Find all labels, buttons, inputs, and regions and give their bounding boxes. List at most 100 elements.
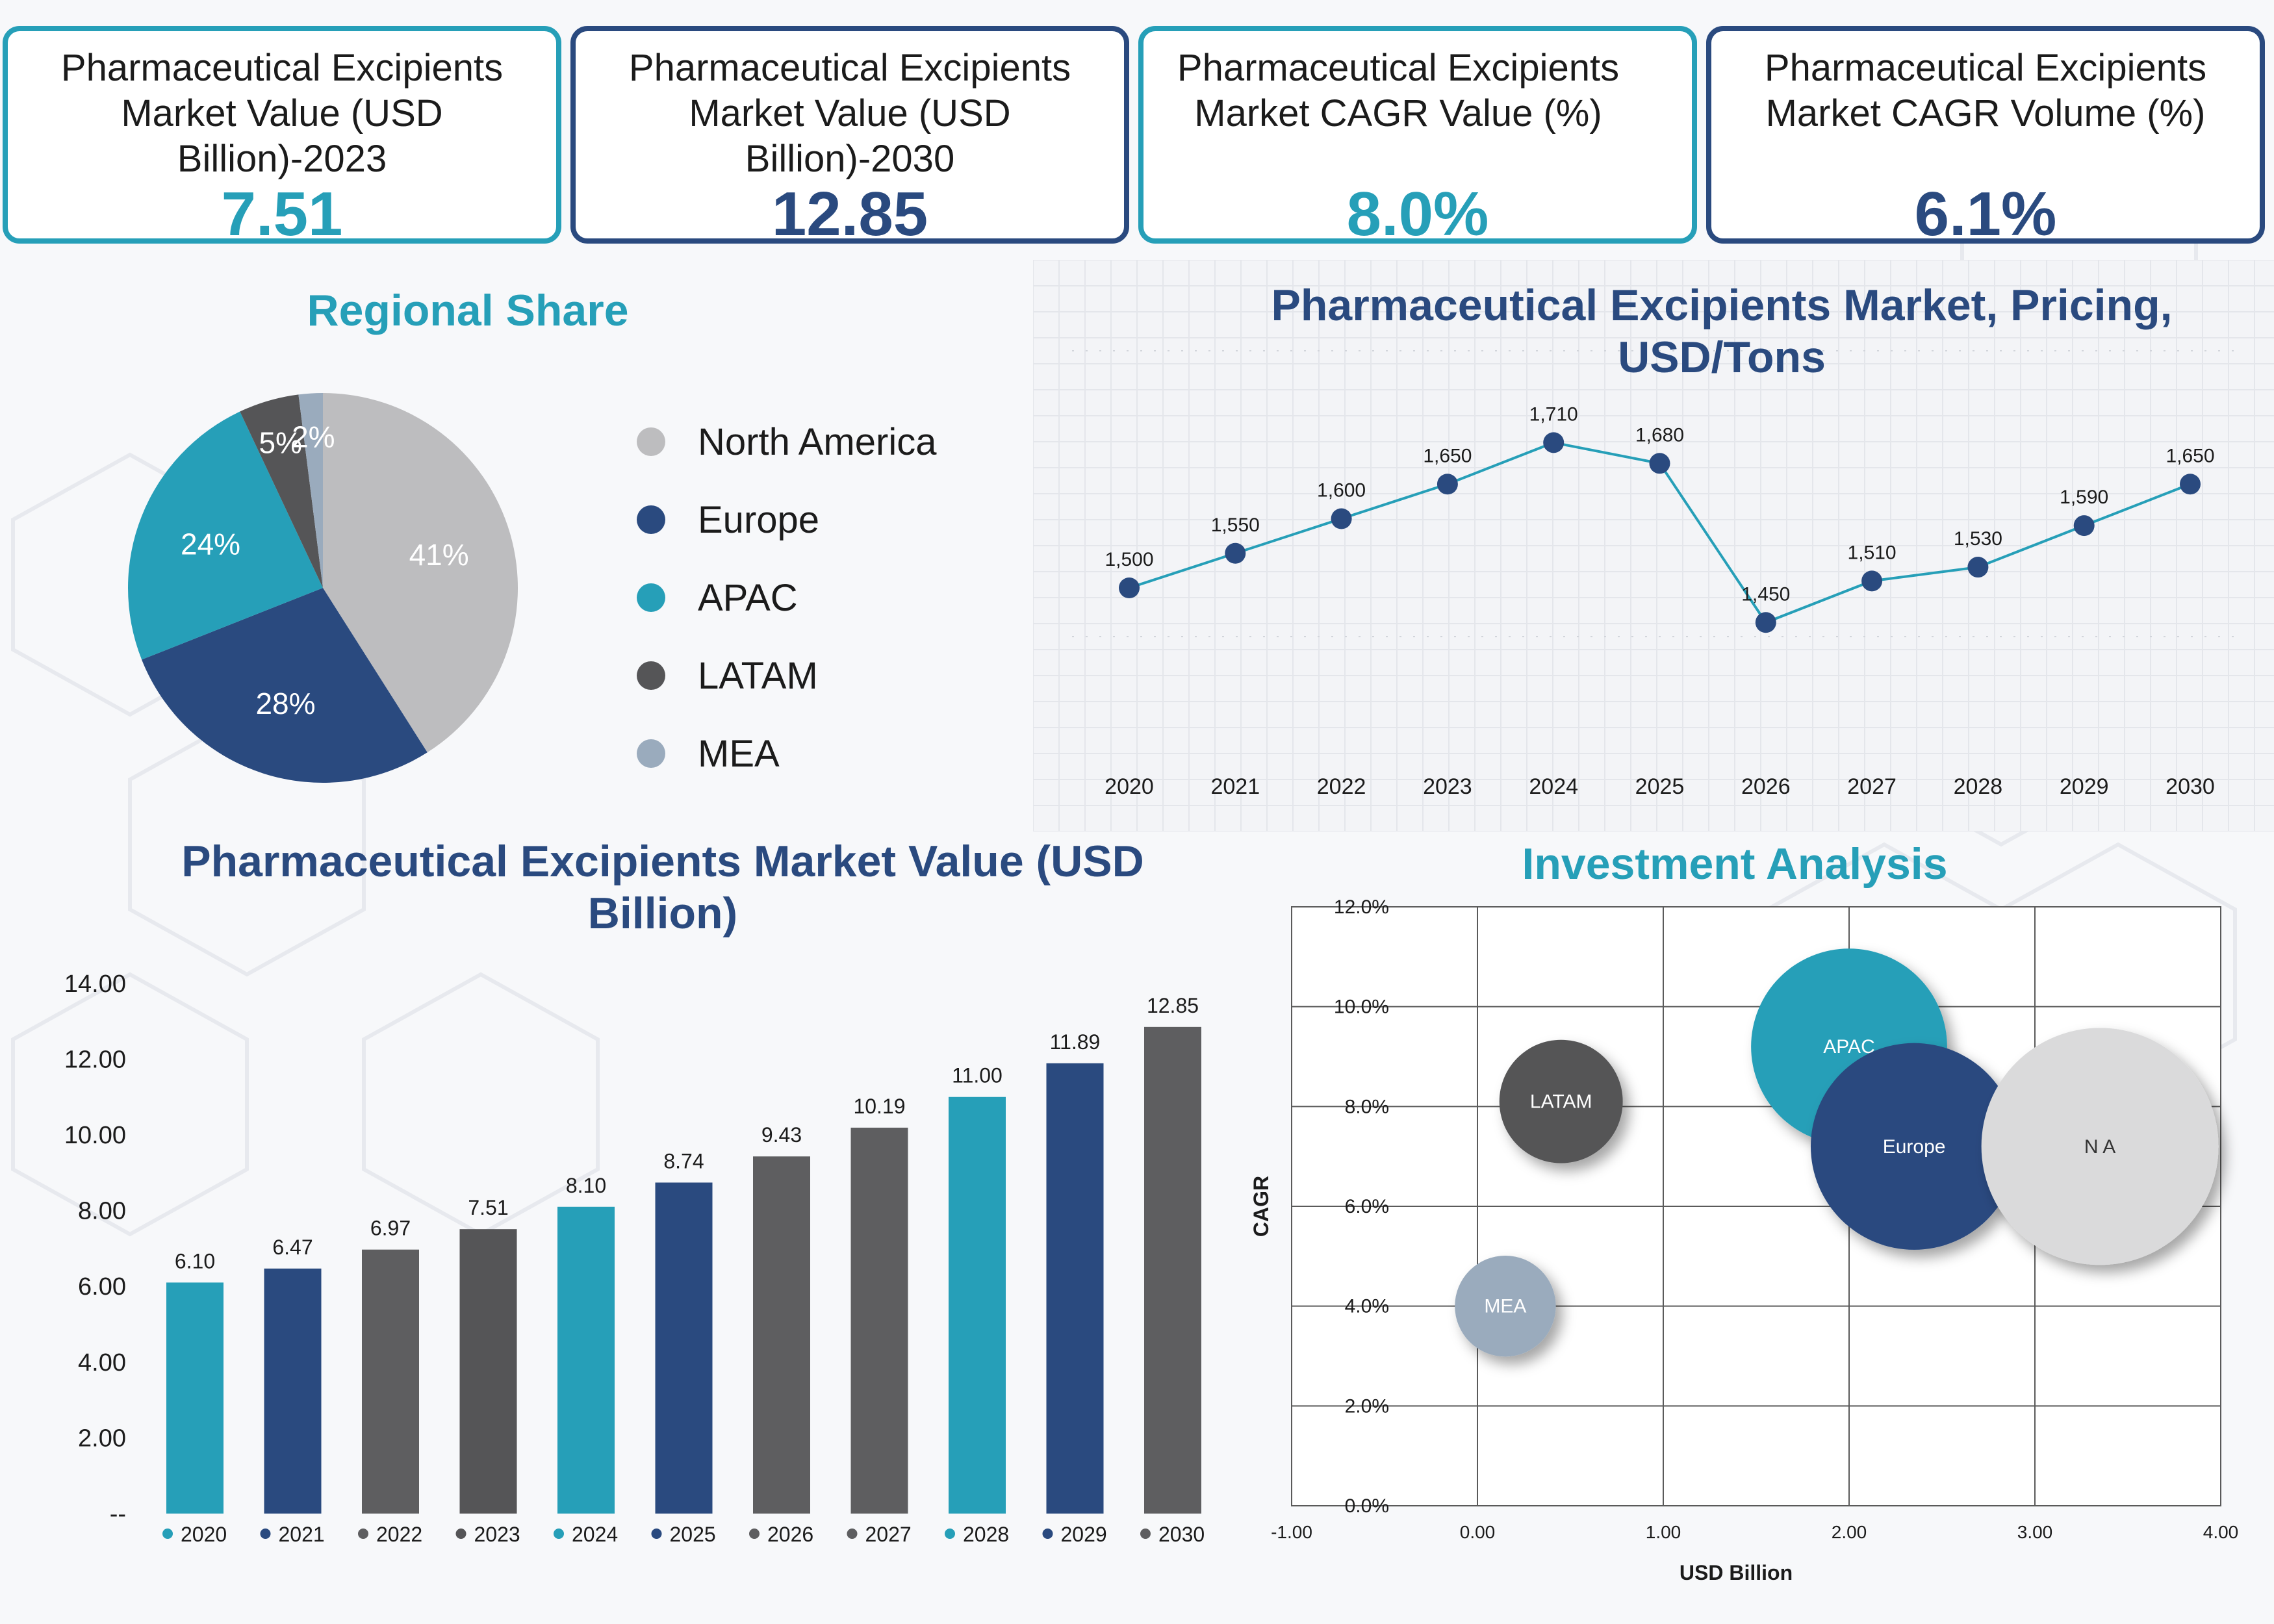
legend-item: LATAM bbox=[637, 650, 818, 702]
legend-swatch bbox=[637, 739, 665, 768]
line-x-tick: 2022 bbox=[1317, 774, 1366, 799]
bar-y-tick: -- bbox=[110, 1501, 126, 1528]
bubble-x-label: USD Billion bbox=[1680, 1561, 1793, 1584]
pie-slice-label: 2% bbox=[292, 420, 335, 453]
line-x-tick: 2021 bbox=[1210, 774, 1260, 799]
legend-label: MEA bbox=[698, 732, 780, 775]
kpi-value: 12.85 bbox=[771, 179, 928, 249]
bubble-y-tick: 12.0% bbox=[1334, 896, 1389, 918]
line-data-label: 1,510 bbox=[1848, 542, 1897, 563]
bar-legend-label: 2020 bbox=[181, 1523, 227, 1546]
legend-item: MEA bbox=[637, 728, 780, 780]
bar bbox=[166, 1282, 224, 1514]
pie-chart: 41% 28% 24% 5%2% bbox=[128, 393, 518, 783]
bubble-x-tick: -1.00 bbox=[1271, 1522, 1312, 1542]
bubble-y-tick: 10.0% bbox=[1334, 996, 1389, 1018]
bar-data-label: 12.85 bbox=[1147, 994, 1199, 1017]
line-x-tick: 2025 bbox=[1635, 774, 1685, 799]
legend-label: LATAM bbox=[698, 654, 818, 697]
bar-legend-swatch bbox=[1140, 1529, 1151, 1539]
legend-label: North America bbox=[698, 420, 937, 463]
legend-item: Europe bbox=[637, 494, 819, 546]
bar-legend-label: 2023 bbox=[474, 1523, 520, 1546]
bar-data-label: 8.74 bbox=[663, 1149, 704, 1173]
investment-panel: Investment Analysis -1.00 0.00 1.00 2.00 3.0… bbox=[1234, 831, 2274, 1624]
legend-item: North America bbox=[637, 416, 936, 468]
line-chart-title: Pharmaceutical Excipients Market, Pricin… bbox=[1271, 281, 2173, 382]
bar-chart-title: Pharmaceutical Excipients Market Value (… bbox=[181, 837, 1144, 938]
bar-legend-label: 2029 bbox=[1061, 1523, 1107, 1546]
line-point bbox=[1967, 557, 1989, 578]
kpi-card-cagr-value: Pharmaceutical Excipients Market CAGR Va… bbox=[1138, 26, 1697, 249]
bar-legend-swatch bbox=[749, 1529, 760, 1539]
pricing-panel: Pharmaceutical Excipients Market, Pricin… bbox=[1033, 260, 2274, 831]
kpi-value: 7.51 bbox=[221, 179, 343, 249]
kpi-title: Pharmaceutical Excipients Market Value (… bbox=[60, 47, 504, 180]
line-x-tick: 2027 bbox=[1847, 774, 1897, 799]
bar bbox=[949, 1097, 1006, 1514]
pricing-grid-background bbox=[1033, 260, 2274, 831]
line-point bbox=[2180, 474, 2201, 495]
bar-legend-label: 2026 bbox=[767, 1523, 813, 1546]
line-x-tick: 2023 bbox=[1423, 774, 1472, 799]
line-x-tick: 2024 bbox=[1529, 774, 1578, 799]
bubble-x-tick: 0.00 bbox=[1460, 1522, 1496, 1542]
bar-data-label: 6.47 bbox=[272, 1236, 313, 1259]
legend-swatch bbox=[637, 583, 665, 612]
bar-legend-label: 2021 bbox=[279, 1523, 325, 1546]
bar-legend-swatch bbox=[651, 1529, 662, 1539]
bar-data-label: 6.97 bbox=[370, 1217, 411, 1240]
pie-chart-title: Regional Share bbox=[307, 286, 629, 335]
market-value-panel: Pharmaceutical Excipients Market Value (… bbox=[0, 831, 1234, 1624]
kpi-value: 8.0% bbox=[1346, 179, 1489, 249]
bar-data-label: 10.19 bbox=[853, 1095, 905, 1118]
bar-data-label: 7.51 bbox=[468, 1196, 508, 1219]
bubble-label: APAC bbox=[1823, 1036, 1874, 1058]
bar bbox=[264, 1268, 322, 1514]
legend-swatch bbox=[637, 661, 665, 690]
bar bbox=[655, 1182, 713, 1514]
bar-legend-label: 2022 bbox=[376, 1523, 422, 1546]
pie-slice bbox=[240, 394, 323, 588]
bar-legend-label: 2028 bbox=[963, 1523, 1009, 1546]
bar-legend-swatch bbox=[554, 1529, 564, 1539]
line-data-label: 1,710 bbox=[1529, 403, 1578, 425]
bar-legend-swatch bbox=[358, 1529, 368, 1539]
legend-item: APAC bbox=[637, 572, 798, 624]
pie-slice-label: 41% bbox=[409, 538, 469, 572]
bar-legend-swatch bbox=[162, 1529, 173, 1539]
pie-slice bbox=[142, 588, 428, 783]
line-data-label: 1,530 bbox=[1954, 528, 2002, 550]
line-point bbox=[1225, 542, 1246, 564]
line-x-tick: 2028 bbox=[1954, 774, 2003, 799]
pie-slice bbox=[128, 411, 323, 660]
line-x-tick: 2029 bbox=[2060, 774, 2109, 799]
bar bbox=[753, 1156, 810, 1514]
line-x-tick: 2026 bbox=[1741, 774, 1791, 799]
bubble-label: LATAM bbox=[1530, 1091, 1592, 1113]
bar-legend-label: 2025 bbox=[670, 1523, 716, 1546]
line-point bbox=[1649, 453, 1670, 474]
bar-data-label: 11.00 bbox=[952, 1064, 1003, 1087]
bar-legend-swatch bbox=[455, 1529, 466, 1539]
line-point bbox=[1331, 508, 1352, 529]
bubble-y-tick: 0.0% bbox=[1345, 1495, 1389, 1517]
legend-swatch bbox=[637, 427, 665, 456]
line-data-label: 1,590 bbox=[2060, 487, 2108, 508]
bubble-x-tick: 1.00 bbox=[1646, 1522, 1681, 1542]
line-point bbox=[2073, 515, 2095, 537]
bar-chart: -- 2.00 4.00 6.00 8.00 10.00 12.00 14.00 6.10 202… bbox=[64, 971, 1205, 1546]
bubble-x-tick: 2.00 bbox=[1832, 1522, 1867, 1542]
bubble-y-tick: 2.0% bbox=[1345, 1395, 1389, 1417]
bar-legend-swatch bbox=[260, 1529, 271, 1539]
line-chart: 1,500 2020 1,550 2021 1,600 2022 1,650 2023 1,71… bbox=[1105, 403, 2215, 799]
bar-legend-swatch bbox=[847, 1529, 858, 1539]
kpi-title: Pharmaceutical Excipients Market CAGR Va… bbox=[1177, 47, 1620, 134]
bar-legend-swatch bbox=[1042, 1529, 1053, 1539]
bar bbox=[1046, 1063, 1104, 1514]
bar bbox=[1144, 1026, 1201, 1514]
legend-label: Europe bbox=[698, 498, 820, 541]
kpi-title: Pharmaceutical Excipients Market Value (… bbox=[628, 47, 1071, 180]
kpi-card-value-2023: Pharmaceutical Excipients Market Value (… bbox=[3, 26, 561, 249]
bar bbox=[459, 1229, 517, 1514]
